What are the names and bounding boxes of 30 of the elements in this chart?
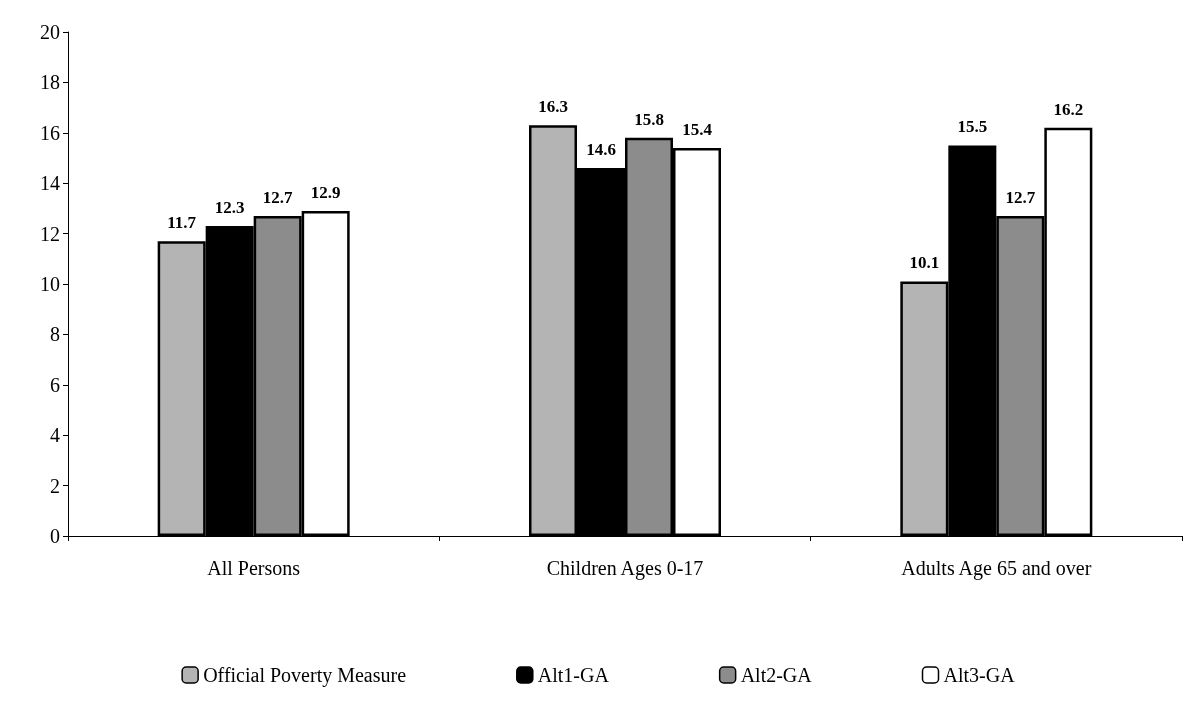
data-label: 12.9 [310, 182, 341, 202]
data-label: 12.7 [262, 187, 294, 207]
y-tick-label: 2 [50, 474, 60, 497]
y-tick-label: 20 [40, 21, 60, 43]
data-label: 14.6 [586, 140, 616, 160]
legend-label: Alt3-GA [943, 664, 1016, 686]
y-tick-label: 18 [40, 71, 60, 94]
x-tick-label: All Persons [207, 557, 301, 579]
data-label: 15.5 [957, 117, 988, 137]
data-label: 12.7 [1005, 187, 1036, 207]
data-label: 16.3 [538, 97, 568, 117]
data-label: 15.8 [634, 109, 664, 129]
legend-label: Alt1-GA [537, 664, 610, 686]
data-label: 15.4 [682, 119, 713, 139]
legend-label: Alt2-GA [740, 664, 813, 686]
data-label: 11.7 [167, 213, 197, 233]
y-tick-label: 4 [50, 424, 60, 447]
y-tick-label: 16 [40, 121, 60, 144]
y-tick-label: 6 [50, 373, 60, 396]
y-tick-label: 8 [50, 323, 60, 346]
y-tick-label: 0 [50, 525, 60, 547]
legend-label: Official Poverty Measure [203, 664, 407, 687]
x-tick-label: Adults Age 65 and over [901, 557, 1092, 580]
data-label: 16.2 [1053, 99, 1084, 119]
data-label: 10.1 [909, 253, 940, 273]
data-label: 12.3 [214, 198, 245, 218]
y-tick-label: 14 [40, 172, 60, 195]
y-tick-label: 12 [40, 222, 60, 245]
x-tick-label: Children Ages 0-17 [546, 557, 704, 580]
y-tick-label: 10 [40, 273, 60, 295]
